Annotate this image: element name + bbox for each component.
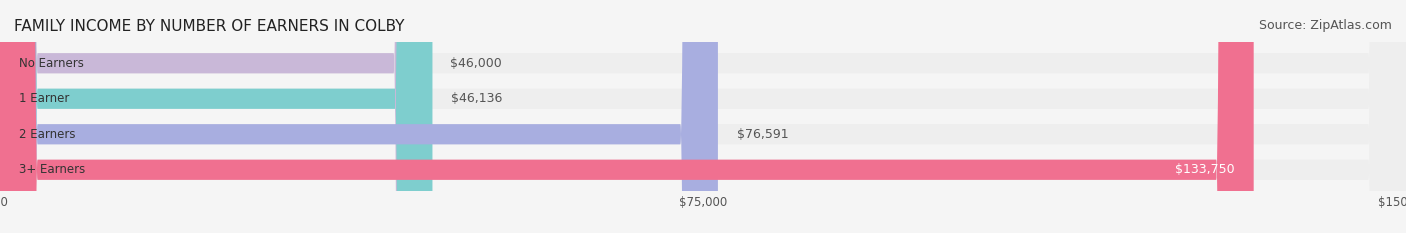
Text: 1 Earner: 1 Earner (18, 92, 69, 105)
Text: 2 Earners: 2 Earners (18, 128, 76, 141)
Text: Source: ZipAtlas.com: Source: ZipAtlas.com (1258, 19, 1392, 32)
Text: $133,750: $133,750 (1175, 163, 1234, 176)
FancyBboxPatch shape (0, 0, 433, 233)
FancyBboxPatch shape (0, 0, 1254, 233)
FancyBboxPatch shape (0, 0, 718, 233)
Text: 3+ Earners: 3+ Earners (18, 163, 84, 176)
Text: FAMILY INCOME BY NUMBER OF EARNERS IN COLBY: FAMILY INCOME BY NUMBER OF EARNERS IN CO… (14, 19, 405, 34)
Text: $46,136: $46,136 (451, 92, 502, 105)
FancyBboxPatch shape (0, 0, 432, 233)
Text: No Earners: No Earners (18, 57, 83, 70)
Text: $46,000: $46,000 (450, 57, 502, 70)
Text: $76,591: $76,591 (737, 128, 789, 141)
